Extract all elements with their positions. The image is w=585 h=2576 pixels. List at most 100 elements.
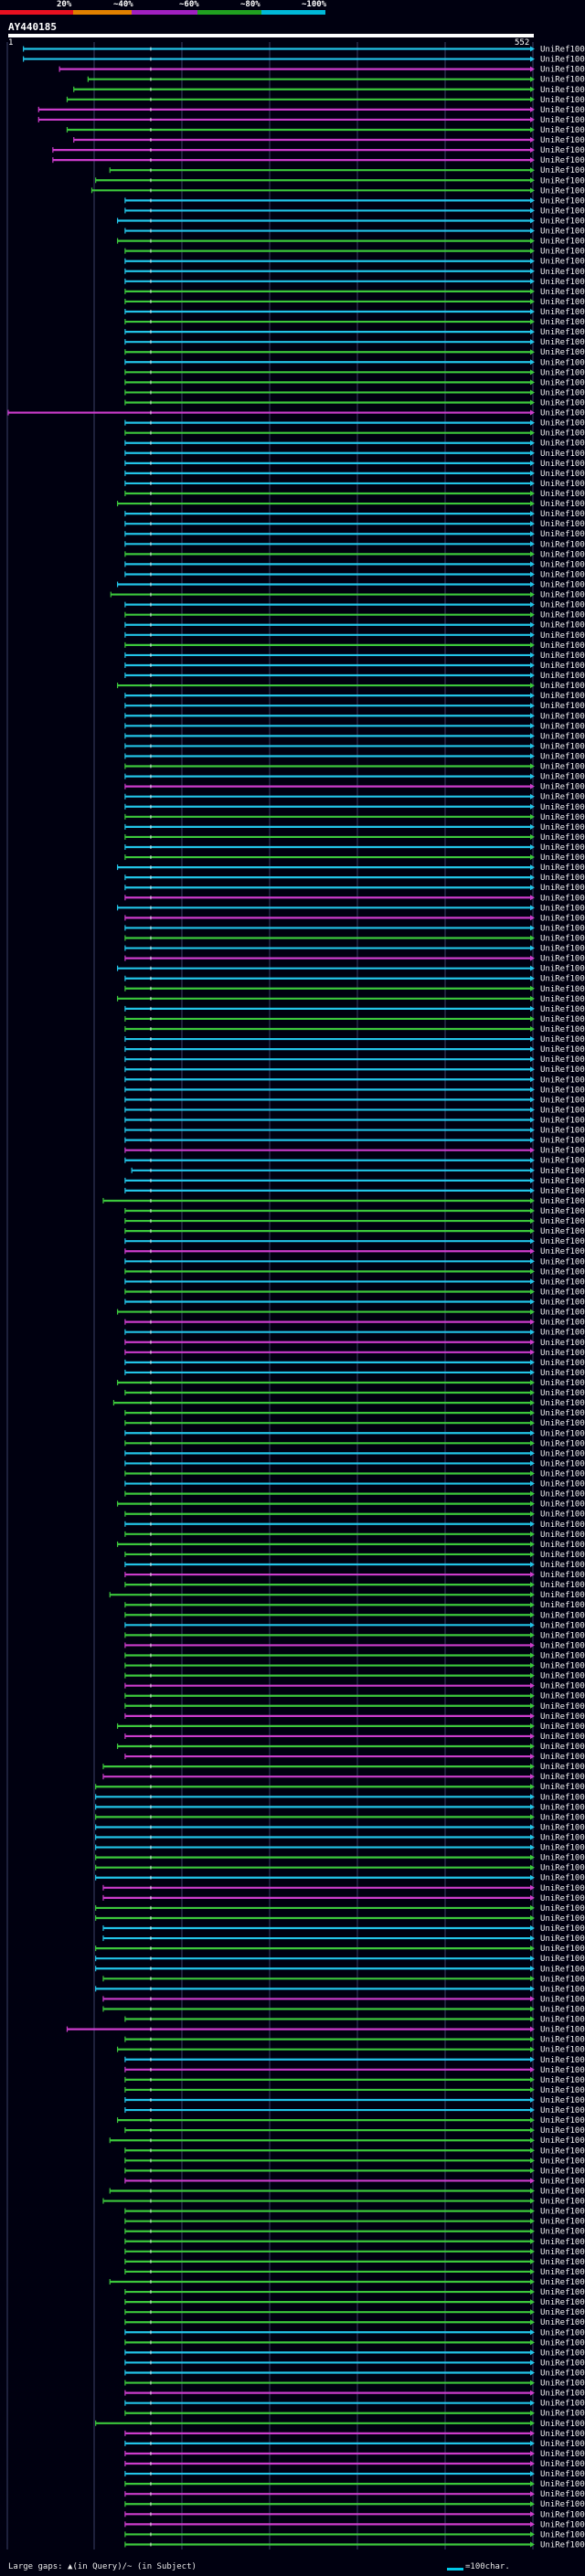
hit-row[interactable]: UniRef100_C5W8P6	[124, 2430, 585, 2439]
hit-label[interactable]: UniRef100_A3LUU4	[540, 1288, 585, 1297]
hit-row[interactable]: UniRef100_Q8LA25	[23, 56, 585, 65]
hit-label[interactable]: UniRef100_B4FSD4	[540, 176, 585, 186]
hit-label[interactable]: UniRef100_Q67VD3	[540, 823, 585, 832]
hit-label[interactable]: UniRef100_Q6BB20	[540, 833, 585, 843]
hit-label[interactable]: UniRef100_A4W5X6	[540, 1854, 585, 1863]
hit-row[interactable]: UniRef100_A6W814	[124, 1511, 585, 1520]
hit-label[interactable]: UniRef100_D1C1H2	[540, 328, 585, 337]
hit-row[interactable]: UniRef100_Q8YXG8	[124, 480, 585, 489]
hit-row[interactable]: UniRef100_Q1BKY2	[124, 2460, 585, 2469]
hit-label[interactable]: UniRef100_P73326	[540, 520, 585, 529]
hit-row[interactable]: UniRef100_B9WA36	[7, 409, 585, 419]
hit-row[interactable]: UniRef100_B9G984	[52, 146, 585, 155]
hit-row[interactable]: UniRef100_Q2W4A2	[124, 1641, 585, 1650]
hit-label[interactable]: UniRef100_C6S9H3	[540, 1682, 585, 1691]
hit-label[interactable]: UniRef100_B7GTP4	[540, 1844, 585, 1853]
hit-label[interactable]: UniRef100_A1KHK4	[540, 1339, 585, 1348]
hit-label[interactable]: UniRef100_B9FT43	[540, 166, 585, 175]
hit-label[interactable]: UniRef100_B6U7E7	[540, 2177, 585, 2186]
hit-row[interactable]: UniRef100_A9EEC0	[124, 783, 585, 792]
hit-label[interactable]: UniRef100_B2UY14	[540, 722, 585, 731]
hit-label[interactable]: UniRef100_B9AUE3	[540, 2147, 585, 2156]
hit-label[interactable]: UniRef100_B9MR75	[540, 884, 585, 893]
hit-row[interactable]: UniRef100_Q31ED4	[124, 2500, 585, 2509]
hit-label[interactable]: UniRef100_A5CXF1	[540, 1924, 585, 1934]
hit-row[interactable]: UniRef100_B7K014	[124, 530, 585, 539]
hit-row[interactable]: UniRef100_C5T1P4	[124, 2208, 585, 2217]
hit-row[interactable]: UniRef100_A5L3L5	[124, 1419, 585, 1428]
hit-row[interactable]: UniRef100_B0CHM3	[124, 570, 585, 579]
hit-label[interactable]: UniRef100_B9K5G7	[540, 1551, 585, 1560]
hit-label[interactable]: UniRef100_A3W8S7	[540, 955, 585, 964]
hit-row[interactable]: UniRef100_C0QR18	[95, 1874, 585, 1883]
hit-row[interactable]: UniRef100_B7V5L4	[124, 1106, 585, 1115]
hit-label[interactable]: UniRef100_A4VG24	[540, 1197, 585, 1206]
hit-row[interactable]: UniRef100_Q05RN9	[124, 318, 585, 327]
hit-label[interactable]: UniRef100_Q5HWV8	[540, 2540, 585, 2549]
hit-label[interactable]: UniRef100_A6EGT4	[540, 2066, 585, 2075]
hit-label[interactable]: UniRef100_Q7XU28	[540, 116, 585, 125]
hit-label[interactable]: UniRef100_A6VED0	[540, 1117, 585, 1126]
hit-row[interactable]: UniRef100_C7ME56	[124, 2400, 585, 2409]
hit-row[interactable]: UniRef100_C5KL68	[116, 2046, 585, 2055]
hit-label[interactable]: UniRef100_B7VYC7	[540, 853, 585, 863]
hit-label[interactable]: UniRef100_C5RD85	[540, 742, 585, 751]
hit-row[interactable]: UniRef100_B4BPT9	[124, 298, 585, 307]
hit-label[interactable]: UniRef100_C7IE01	[540, 732, 585, 741]
hit-label[interactable]: UniRef100_B4WVP3	[540, 550, 585, 559]
hit-row[interactable]: UniRef100_C4Z4C4	[124, 2490, 585, 2499]
hit-label[interactable]: UniRef100_Q6AP56	[540, 2470, 585, 2479]
hit-row[interactable]: UniRef100_UP1000...	[124, 1237, 585, 1246]
hit-row[interactable]: UniRef100_A0YMP6	[124, 631, 585, 641]
hit-row[interactable]: UniRef100_Q1IDF8	[124, 1065, 585, 1075]
hit-label[interactable]: UniRef100_A6TTJ1	[540, 1359, 585, 1368]
hit-row[interactable]: UniRef100_B6U0Q2	[124, 207, 585, 216]
hit-row[interactable]: UniRef100_C0QYU9	[124, 1299, 585, 1308]
hit-label[interactable]: UniRef100_B9M5P8	[540, 1864, 585, 1873]
hit-row[interactable]: UniRef100_Q5HWV8	[124, 2540, 585, 2549]
hit-label[interactable]: UniRef100_C6ATJ6	[540, 904, 585, 913]
hit-row[interactable]: UniRef100_B8DU56	[124, 914, 585, 923]
hit-label[interactable]: UniRef100_UP1000...	[540, 2410, 585, 2419]
hit-row[interactable]: UniRef100_B8HLP6	[116, 581, 585, 590]
hit-label[interactable]: UniRef100_Q7V4B1	[540, 450, 585, 459]
hit-label[interactable]: UniRef100_D0C3B5	[540, 843, 585, 853]
hit-row[interactable]: UniRef100_C7IE01	[124, 732, 585, 741]
hit-row[interactable]: UniRef100_C5YDH0	[73, 136, 585, 145]
hit-row[interactable]: UniRef100_A2VP07	[124, 2298, 585, 2307]
hit-row[interactable]: UniRef100_A6QD18	[110, 591, 585, 600]
hit-row[interactable]: UniRef100_Q6BB20	[124, 833, 585, 843]
hit-row[interactable]: UniRef100_B9PE93	[124, 2248, 585, 2257]
hit-label[interactable]: UniRef100_UP1000...	[540, 1157, 585, 1166]
hit-row[interactable]: UniRef100_A6FOE9	[124, 1621, 585, 1630]
hit-row[interactable]: UniRef100_A3J3N8	[124, 1753, 585, 1762]
hit-row[interactable]: UniRef100_Q5N3L5	[124, 601, 585, 610]
hit-row[interactable]: UniRef100_A6VED0	[124, 1117, 585, 1126]
hit-label[interactable]: UniRef100_A6P0Q0	[540, 763, 585, 772]
hit-row[interactable]: UniRef100_P59303	[124, 712, 585, 721]
hit-row[interactable]: UniRef100_Q21SM4	[95, 1793, 585, 1802]
hit-row[interactable]: UniRef100_A2Z2Z3	[52, 156, 585, 165]
hit-label[interactable]: UniRef100_Q8GRX8	[540, 378, 585, 387]
hit-label[interactable]: UniRef100_A6Y9L9	[540, 1672, 585, 1681]
hit-row[interactable]: UniRef100_C9Y1T5	[124, 1247, 585, 1256]
hit-row[interactable]: UniRef100_A7GXJ3	[95, 1813, 585, 1822]
hit-label[interactable]: UniRef100_C5YDH0	[540, 136, 585, 145]
hit-label[interactable]: UniRef100_A4CR23	[540, 682, 585, 691]
hit-label[interactable]: UniRef100_C6X1F3	[540, 2278, 585, 2287]
hit-row[interactable]: UniRef100_C7T1T9	[124, 2390, 585, 2399]
hit-label[interactable]: UniRef100_A7VYH2	[540, 1469, 585, 1479]
hit-row[interactable]: UniRef100_B8FNU9	[116, 995, 585, 1004]
hit-row[interactable]: UniRef100_A6UGV3	[124, 1389, 585, 1398]
hit-row[interactable]: UniRef100_B5VY12	[124, 490, 585, 499]
hit-label[interactable]: UniRef100_C4ZK75	[540, 1319, 585, 1328]
hit-row[interactable]: UniRef100_B9M5P8	[95, 1864, 585, 1873]
hit-label[interactable]: UniRef100_Q9ZP17	[540, 773, 585, 782]
hit-row[interactable]: UniRef100_C1UBH8	[124, 2096, 585, 2105]
hit-row[interactable]: UniRef100_C5XRY3	[90, 186, 585, 196]
hit-label[interactable]: UniRef100_B6GK25	[540, 2480, 585, 2489]
hit-row[interactable]: UniRef100_C3MFG0	[124, 470, 585, 479]
hit-row[interactable]: UniRef100_Q31C34	[124, 1480, 585, 1489]
hit-label[interactable]: UniRef100_Q1MR17	[540, 1449, 585, 1458]
hit-label[interactable]: UniRef100_C5KL68	[540, 2046, 585, 2055]
